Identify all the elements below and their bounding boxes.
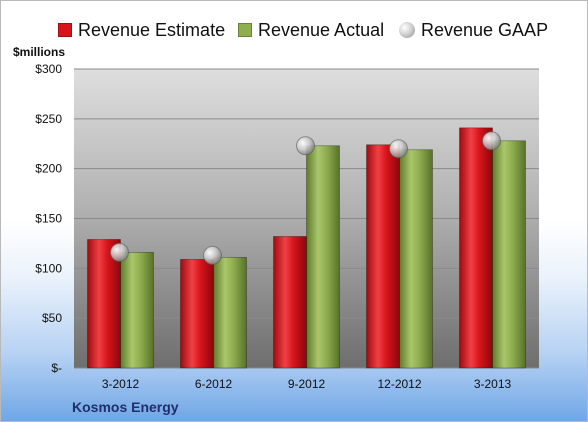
legend-label-actual: Revenue Actual bbox=[258, 19, 385, 40]
legend-swatch-actual bbox=[238, 23, 252, 37]
x-tick-label: 3-2013 bbox=[474, 377, 512, 391]
legend: Revenue Estimate Revenue Actual Revenue … bbox=[1, 17, 587, 43]
actual-bar bbox=[492, 140, 526, 369]
estimate-bar bbox=[366, 144, 400, 369]
bars bbox=[87, 127, 526, 369]
gaap-marker bbox=[203, 245, 222, 265]
x-tick-label: 9-2012 bbox=[288, 377, 326, 391]
estimate-bar bbox=[273, 236, 307, 369]
estimate-bar bbox=[180, 258, 214, 369]
y-tick-label: $50 bbox=[42, 311, 62, 325]
gaap-marker bbox=[296, 136, 315, 156]
y-tick-label: $250 bbox=[35, 112, 62, 126]
legend-marker-gaap bbox=[399, 22, 415, 38]
y-tick-label: $150 bbox=[35, 212, 62, 226]
x-axis-ticks: 3-2012 6-2012 9-2012 12-2012 3-2013 bbox=[102, 377, 512, 391]
legend-label-gaap: Revenue GAAP bbox=[421, 19, 549, 40]
legend-swatch-estimate bbox=[58, 23, 72, 37]
x-tick-label: 6-2012 bbox=[195, 377, 233, 391]
y-tick-label: $- bbox=[51, 361, 62, 375]
actual-bar bbox=[306, 145, 340, 369]
gaap-marker bbox=[482, 131, 501, 151]
gaap-markers bbox=[110, 131, 501, 265]
y-tick-label: $300 bbox=[35, 62, 62, 76]
estimate-bar bbox=[459, 127, 493, 369]
x-tick-label: 3-2012 bbox=[102, 377, 140, 391]
legend-item-estimate: Revenue Estimate bbox=[58, 17, 225, 43]
legend-label-estimate: Revenue Estimate bbox=[78, 19, 226, 40]
company-name: Kosmos Energy bbox=[72, 399, 179, 415]
y-tick-label: $100 bbox=[35, 261, 62, 275]
legend-item-gaap: Revenue GAAP bbox=[399, 17, 548, 43]
legend-item-actual: Revenue Actual bbox=[238, 17, 384, 43]
x-tick-label: 12-2012 bbox=[377, 377, 421, 391]
gaap-marker bbox=[389, 139, 408, 159]
actual-bar bbox=[120, 251, 154, 369]
y-axis-ticks: $- $50 $100 $150 $200 $250 $300 bbox=[35, 62, 62, 375]
actual-bar bbox=[399, 149, 433, 369]
y-tick-label: $200 bbox=[35, 162, 62, 176]
actual-bar bbox=[213, 256, 247, 369]
y-axis-unit-label: $millions bbox=[13, 45, 66, 59]
gaap-marker bbox=[110, 242, 129, 262]
